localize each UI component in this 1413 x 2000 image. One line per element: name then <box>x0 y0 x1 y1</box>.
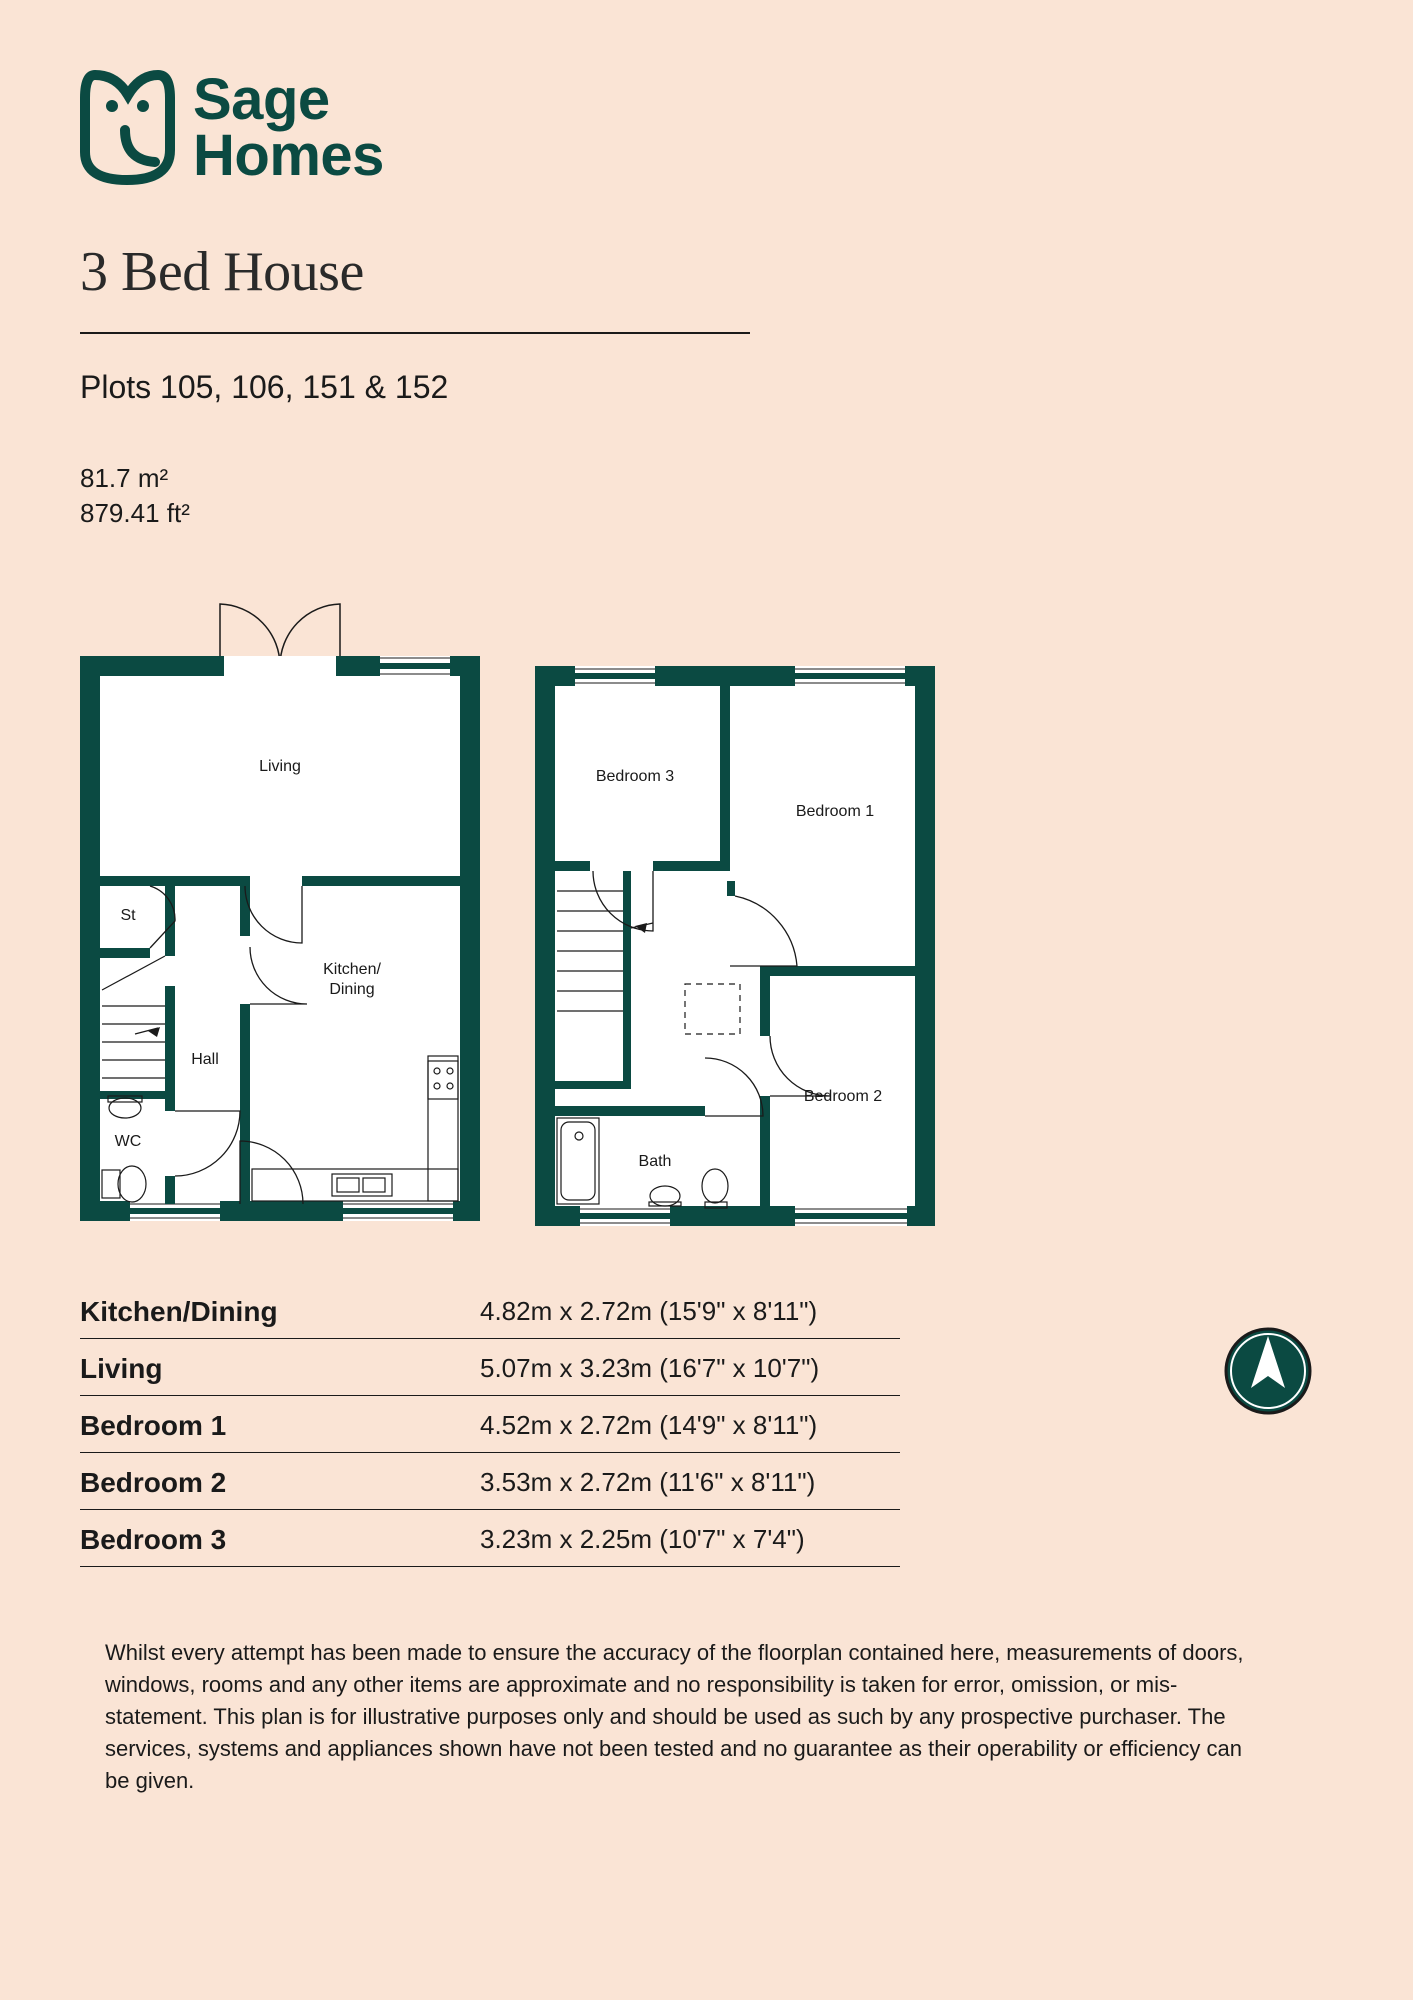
dim-name: Bedroom 1 <box>80 1410 480 1442</box>
dim-value: 3.23m x 2.25m (10'7" x 7'4") <box>480 1524 805 1556</box>
dim-name: Kitchen/Dining <box>80 1296 480 1328</box>
brand-name-1: Sage <box>193 72 384 127</box>
dim-row: Kitchen/Dining 4.82m x 2.72m (15'9" x 8'… <box>80 1296 900 1339</box>
page-title: 3 Bed House <box>80 240 1333 304</box>
dim-value: 5.07m x 3.23m (16'7" x 10'7") <box>480 1353 819 1385</box>
dim-row: Bedroom 3 3.23m x 2.25m (10'7" x 7'4") <box>80 1510 900 1567</box>
brand-name-2: Homes <box>193 128 384 183</box>
label-st: St <box>120 907 136 924</box>
label-bed1: Bedroom 1 <box>796 803 874 820</box>
area-block: 81.7 m² 879.41 ft² <box>80 461 1333 531</box>
brand-logo: Sage Homes <box>80 70 1333 185</box>
dim-value: 3.53m x 2.72m (11'6" x 8'11") <box>480 1467 815 1499</box>
label-bath: Bath <box>639 1153 672 1170</box>
first-floor-plan: Bedroom 3 Bedroom 1 Bedroom 2 Bath <box>535 666 935 1226</box>
disclaimer-text: Whilst every attempt has been made to en… <box>80 1637 1260 1796</box>
dim-row: Bedroom 2 3.53m x 2.72m (11'6" x 8'11") <box>80 1453 900 1510</box>
dimensions-table: Kitchen/Dining 4.82m x 2.72m (15'9" x 8'… <box>80 1296 900 1567</box>
owl-icon <box>80 70 175 185</box>
label-wc: WC <box>115 1133 142 1150</box>
dim-row: Living 5.07m x 3.23m (16'7" x 10'7") <box>80 1339 900 1396</box>
svg-text:Kitchen/: Kitchen/ <box>323 961 381 978</box>
north-icon <box>1223 1326 1313 1416</box>
dim-name: Bedroom 2 <box>80 1467 480 1499</box>
ground-floor-plan: Living St Kitchen/ Dining Hall WC <box>80 586 480 1226</box>
title-divider <box>80 332 750 334</box>
dim-value: 4.52m x 2.72m (14'9" x 8'11") <box>480 1410 817 1442</box>
label-living: Living <box>259 758 301 775</box>
area-m2: 81.7 m² <box>80 461 1333 496</box>
label-bed3: Bedroom 3 <box>596 768 674 785</box>
svg-text:Dining: Dining <box>329 981 374 998</box>
dim-name: Bedroom 3 <box>80 1524 480 1556</box>
label-bed2: Bedroom 2 <box>804 1088 882 1105</box>
dim-value: 4.82m x 2.72m (15'9" x 8'11") <box>480 1296 817 1328</box>
compass <box>1223 1296 1333 1421</box>
plots-text: Plots 105, 106, 151 & 152 <box>80 369 1333 406</box>
label-hall: Hall <box>191 1051 219 1068</box>
floorplan-container: Living St Kitchen/ Dining Hall WC <box>80 586 1333 1226</box>
area-ft2: 879.41 ft² <box>80 496 1333 531</box>
dim-row: Bedroom 1 4.52m x 2.72m (14'9" x 8'11") <box>80 1396 900 1453</box>
dim-name: Living <box>80 1353 480 1385</box>
